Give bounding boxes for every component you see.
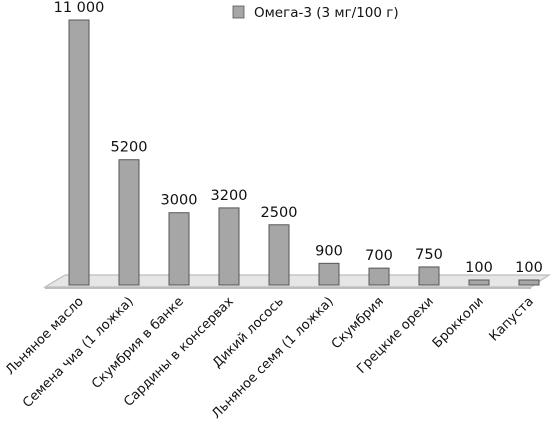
data-label: 3200 — [211, 188, 248, 204]
data-label: 100 — [465, 260, 493, 276]
data-label: 2500 — [261, 205, 298, 221]
bar — [68, 19, 90, 286]
data-label: 100 — [515, 260, 543, 276]
bar — [468, 279, 490, 286]
bar — [118, 159, 140, 286]
bar — [518, 279, 540, 286]
data-label: 700 — [365, 248, 393, 264]
bar — [368, 267, 390, 286]
bar — [168, 212, 190, 286]
legend-label: Омега-3 (3 мг/100 г) — [254, 5, 399, 21]
data-label: 3000 — [161, 193, 198, 209]
category-label: Скумбрия в банке — [89, 294, 187, 392]
value-labels-group: 11 000 5200 3000 3200 2500 900 700 750 100 100 — [54, 0, 543, 276]
data-label: 5200 — [111, 140, 148, 156]
data-label: 750 — [415, 247, 443, 263]
data-label: 11 000 — [54, 0, 105, 16]
bar — [268, 224, 290, 286]
bar — [318, 262, 340, 286]
data-label: 900 — [315, 243, 343, 259]
bar — [218, 207, 240, 286]
category-label: Капуста — [487, 294, 537, 344]
legend-swatch — [232, 5, 245, 19]
bar — [418, 266, 440, 286]
bars-group — [68, 19, 540, 286]
legend: Омега-3 (3 мг/100 г) — [232, 5, 399, 21]
category-label: Брокколи — [430, 294, 487, 351]
